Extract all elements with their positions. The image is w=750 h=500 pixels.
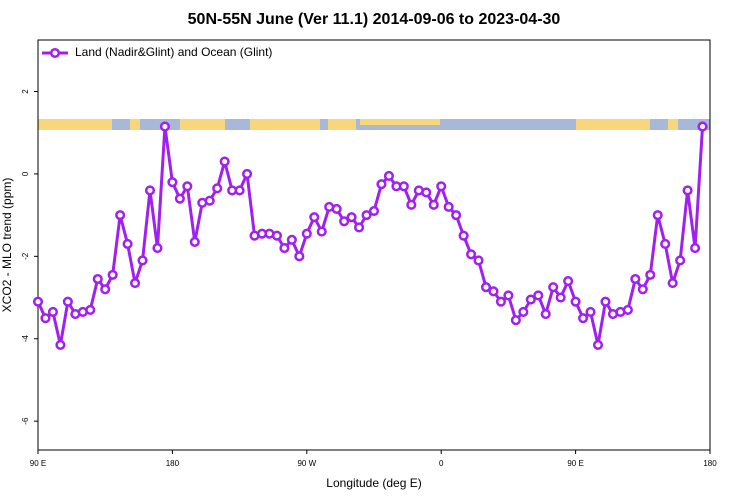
- x-tick-label: 180: [703, 459, 717, 468]
- x-tick-label: 90 W: [297, 459, 316, 468]
- data-point: [339, 216, 350, 227]
- data-point: [592, 339, 604, 350]
- data-point: [204, 195, 215, 206]
- data-point: [652, 210, 663, 221]
- data-point: [271, 230, 282, 241]
- data-point: [630, 273, 641, 285]
- data-point: [428, 199, 439, 210]
- data-point: [159, 121, 170, 132]
- data-point: [697, 121, 708, 132]
- data-point: [682, 185, 693, 196]
- data-point: [637, 284, 648, 295]
- data-point: [152, 243, 163, 254]
- y-tick-label: -6: [21, 417, 30, 425]
- data-point: [174, 193, 185, 204]
- data-point: [533, 290, 544, 301]
- x-axis-label: Longitude (deg E): [326, 476, 421, 490]
- data-point: [182, 181, 193, 192]
- data-point: [346, 212, 357, 223]
- data-point: [622, 304, 633, 315]
- y-tick-label: 2: [21, 89, 30, 94]
- data-point: [137, 255, 148, 266]
- x-tick-label: 180: [166, 459, 180, 468]
- data-point: [130, 278, 141, 289]
- data-point: [398, 181, 409, 192]
- data-point: [578, 313, 589, 324]
- data-point: [115, 210, 126, 221]
- data-point: [443, 201, 454, 212]
- data-point: [309, 212, 320, 223]
- data-point: [645, 269, 656, 280]
- data-point: [480, 282, 492, 293]
- data-point: [92, 273, 103, 285]
- legend-label: Land (Nadir&Glint) and Ocean (Glint): [75, 45, 272, 59]
- y-axis-label: XCO2 - MLO trend (ppm): [0, 178, 14, 313]
- data-point: [368, 205, 380, 217]
- data-point: [107, 269, 118, 280]
- data-point: [212, 183, 223, 194]
- data-point: [316, 226, 327, 237]
- data-point: [667, 278, 678, 289]
- data-point: [219, 156, 230, 167]
- data-point: [421, 187, 432, 198]
- data-point: [189, 236, 200, 247]
- chart-title: 50N-55N June (Ver 11.1) 2014-09-06 to 20…: [188, 11, 561, 28]
- y-tick-label: -2: [21, 252, 30, 260]
- data-point: [331, 203, 342, 214]
- data-point: [383, 170, 394, 182]
- data-point: [495, 296, 506, 307]
- data-point: [555, 292, 566, 303]
- data-point: [361, 210, 372, 221]
- data-point: [122, 238, 133, 250]
- data-point: [242, 168, 253, 179]
- data-point: [690, 243, 701, 254]
- data-point: [144, 185, 156, 196]
- data-point: [234, 185, 245, 196]
- data-point: [55, 339, 66, 350]
- data-point: [675, 255, 686, 266]
- legend-marker: [49, 47, 61, 59]
- data-point: [406, 199, 417, 210]
- data-point: [354, 222, 365, 233]
- data-point: [40, 313, 51, 324]
- data-point: [167, 177, 178, 188]
- plot-frame: [37, 39, 711, 451]
- data-point: [473, 255, 484, 266]
- data-point: [436, 181, 447, 192]
- y-tick-label: -4: [21, 335, 30, 343]
- data-point: [458, 230, 469, 241]
- data-point: [32, 296, 44, 307]
- data-point: [85, 304, 96, 315]
- data-point: [451, 210, 462, 221]
- data-point: [600, 296, 611, 307]
- data-point: [47, 306, 58, 318]
- data-point: [62, 296, 73, 307]
- x-tick-label: 90 E: [567, 459, 583, 468]
- data-point: [518, 306, 529, 318]
- data-point: [376, 179, 387, 190]
- data-point: [466, 249, 477, 260]
- data-point: [294, 251, 305, 262]
- data-point: [301, 228, 312, 239]
- data-point: [488, 286, 499, 297]
- data-point: [525, 294, 536, 305]
- series-line: [36, 125, 705, 347]
- land-mask-strip: [38, 119, 710, 130]
- data-point: [563, 276, 574, 287]
- x-tick-label: 0: [439, 459, 444, 468]
- data-point: [510, 315, 521, 326]
- data-point: [279, 243, 290, 254]
- data-point: [503, 290, 514, 301]
- data-point: [570, 296, 581, 307]
- x-tick-label: 90 E: [30, 459, 46, 468]
- data-point: [660, 238, 671, 250]
- data-point: [286, 234, 297, 245]
- y-tick-label: 0: [21, 171, 30, 176]
- data-point: [585, 306, 596, 318]
- data-point: [548, 282, 559, 293]
- data-point: [100, 284, 111, 295]
- data-point: [540, 308, 551, 320]
